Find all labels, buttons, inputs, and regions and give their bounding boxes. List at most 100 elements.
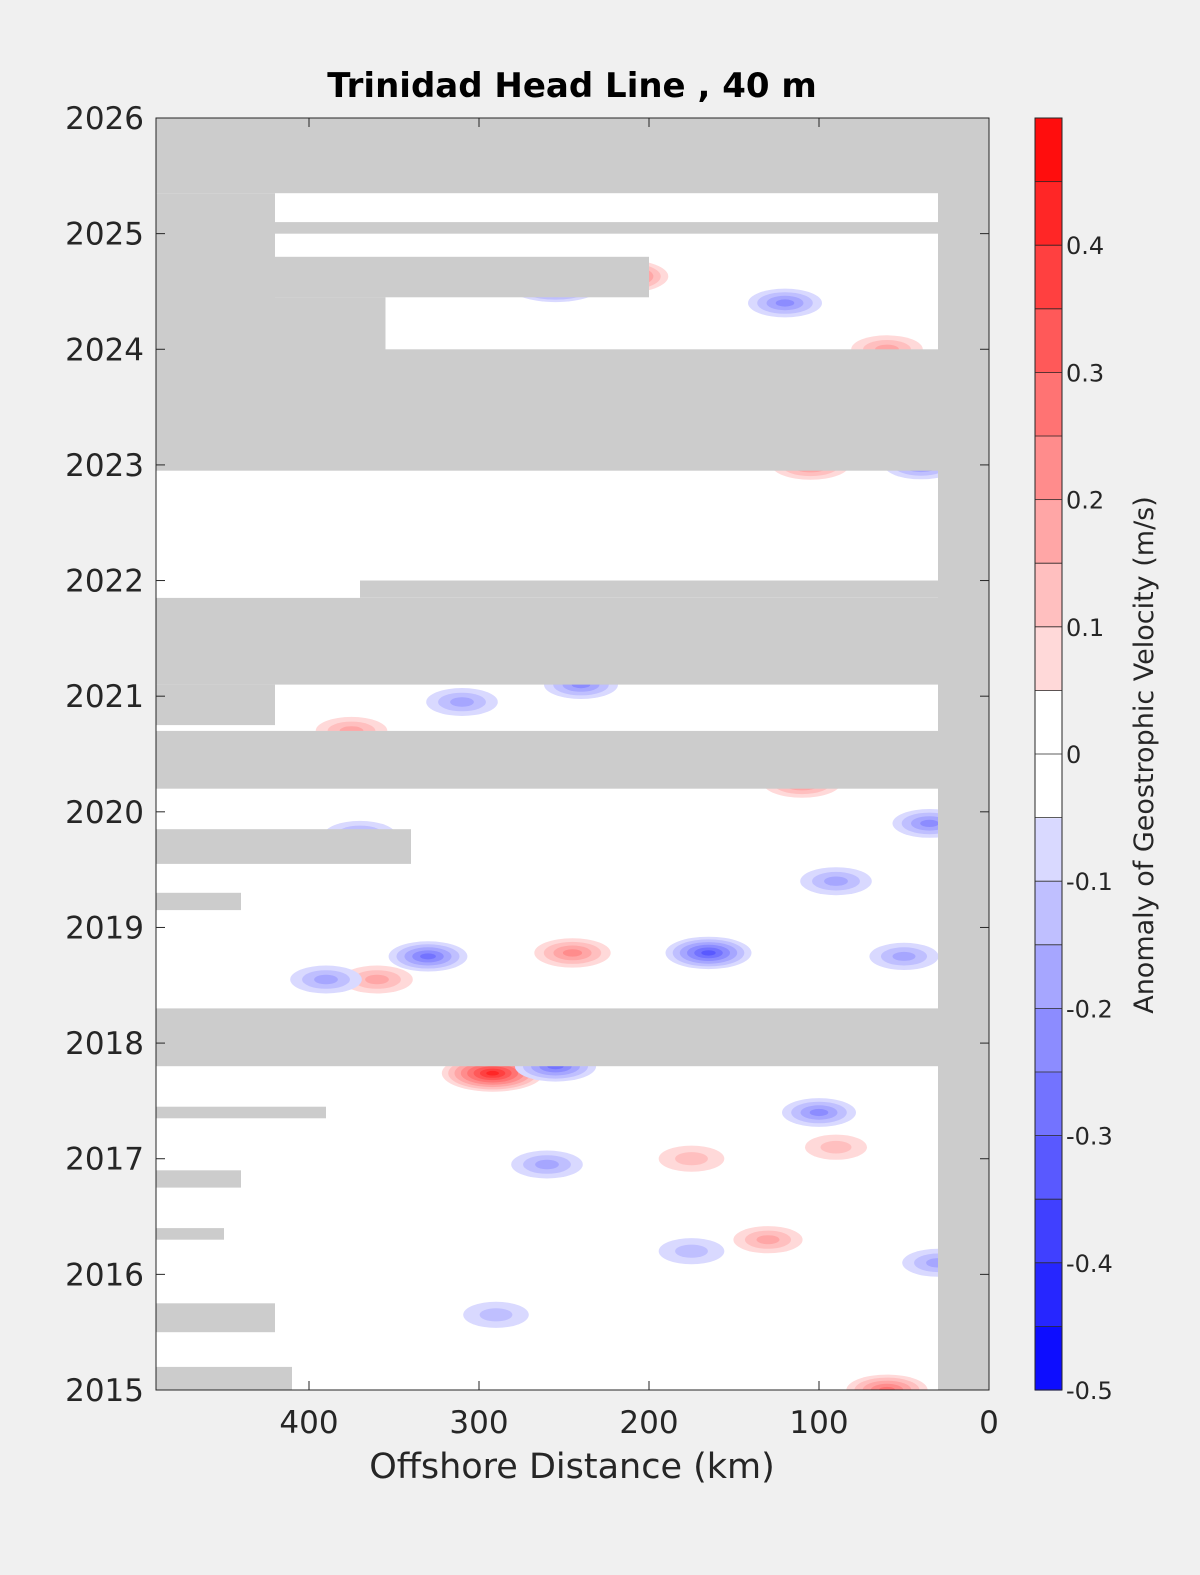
missing-data-region (156, 1303, 275, 1333)
colorbar-tick-label: -0.5 (1066, 1377, 1113, 1405)
colorbar-segment (1035, 118, 1062, 183)
colorbar-tick-label: -0.4 (1066, 1250, 1113, 1278)
colorbar-segment (1035, 1135, 1062, 1200)
anomaly-contour (920, 819, 939, 828)
anomaly-feature (463, 1301, 529, 1328)
anomaly-feature (290, 965, 362, 994)
colorbar-segment (1035, 1199, 1062, 1264)
missing-data-region (156, 1008, 938, 1067)
colorbar-segment (1035, 308, 1062, 373)
colorbar-tick-label: 0.3 (1066, 359, 1104, 387)
anomaly-contour (450, 697, 474, 707)
anomaly-contour (365, 974, 389, 985)
colorbar: -0.5 -0.4 -0.3 -0.2 -0.1 0 0.1 0.2 0.3 0.4 (1034, 117, 1113, 1405)
colorbar-tick-label: -0.1 (1066, 868, 1113, 896)
anomaly-feature (511, 1150, 583, 1179)
missing-data-region (156, 1170, 241, 1188)
anomaly-contour (820, 1140, 852, 1154)
colorbar-tick-label: 0.4 (1066, 232, 1104, 260)
anomaly-contour (420, 953, 436, 960)
anomaly-feature (748, 288, 822, 318)
y-tick-label: 2020 (65, 795, 144, 831)
anomaly-feature (388, 941, 468, 972)
colorbar-tick-label: -0.2 (1066, 995, 1113, 1023)
anomaly-contour (314, 974, 338, 985)
colorbar-tick-label: 0.1 (1066, 614, 1104, 642)
colorbar-tick-label: 0.2 (1066, 487, 1104, 515)
x-tick-label: 300 (449, 1405, 508, 1441)
missing-data-regions (156, 118, 989, 1390)
x-tick-label: 100 (789, 1405, 848, 1441)
colorbar-label: Anomaly of Geostrophic Velocity (m/s) (1129, 496, 1160, 1014)
missing-data-region (156, 1106, 326, 1119)
anomaly-feature (733, 1226, 803, 1254)
anomaly-contour (878, 1386, 896, 1390)
anomaly-contour (892, 951, 916, 961)
colorbar-segment (1035, 1072, 1062, 1137)
y-tick-label: 2024 (65, 332, 144, 368)
anomaly-contour (756, 1235, 780, 1245)
colorbar-frame (1034, 117, 1063, 1391)
y-tick-label: 2018 (65, 1026, 144, 1062)
missing-data-region (156, 1228, 224, 1240)
y-tick-label: 2022 (65, 564, 144, 600)
x-tick-label: 0 (979, 1405, 999, 1441)
colorbar-segment (1035, 817, 1062, 882)
colorbar-segment (1035, 944, 1062, 1009)
x-axis-label: Offshore Distance (km) (369, 1447, 775, 1487)
anomaly-feature (658, 1238, 725, 1265)
colorbar-segment (1035, 499, 1062, 564)
missing-data-region (156, 1366, 292, 1390)
colorbar-segment (1035, 1008, 1062, 1073)
colorbar-tick-label: -0.3 (1066, 1123, 1113, 1151)
anomaly-feature (869, 942, 939, 971)
y-tick-label: 2023 (65, 448, 144, 484)
anomaly-contour (809, 1108, 829, 1117)
y-tick-label: 2026 (65, 101, 144, 137)
anomaly-feature (805, 1134, 867, 1160)
missing-data-region (938, 118, 989, 1390)
colorbar-segment (1035, 563, 1062, 628)
x-tick-label: 200 (619, 1405, 678, 1441)
anomaly-feature (846, 1374, 928, 1390)
anomaly-contour (701, 950, 716, 956)
anomaly-feature (782, 1098, 856, 1127)
anomaly-contour (562, 949, 583, 957)
missing-data-region (156, 892, 241, 911)
colorbar-segment (1035, 1326, 1062, 1391)
plot-area (155, 117, 990, 1391)
colorbar-tick-label: 0 (1066, 741, 1081, 769)
anomaly-feature (665, 936, 752, 970)
colorbar-segment (1035, 690, 1062, 755)
y-tick-label: 2019 (65, 910, 144, 946)
anomaly-contour (675, 1152, 708, 1166)
x-axis: 400 300 200 100 0 (279, 118, 999, 1441)
y-tick-label: 2025 (65, 217, 144, 253)
anomaly-contour (486, 1070, 499, 1076)
missing-data-region (360, 580, 938, 598)
missing-data-region (156, 684, 275, 726)
colorbar-segment (1035, 754, 1062, 819)
missing-data-region (156, 597, 938, 685)
missing-data-region (156, 222, 938, 234)
y-tick-label: 2016 (65, 1257, 144, 1293)
anomaly-contour (775, 299, 795, 307)
colorbar-segment (1035, 1262, 1062, 1327)
y-tick-label: 2021 (65, 679, 144, 715)
anomaly-feature (800, 867, 872, 896)
colorbar-segment (1035, 881, 1062, 946)
y-tick-label: 2015 (65, 1373, 144, 1409)
missing-data-region (156, 730, 938, 789)
x-tick-label: 400 (279, 1405, 338, 1441)
anomaly-feature (426, 688, 498, 716)
colorbar-segment (1035, 245, 1062, 310)
anomaly-contour (675, 1244, 708, 1258)
missing-data-region (156, 829, 411, 864)
anomaly-feature (658, 1145, 725, 1172)
y-axis: 2015 2016 2017 2018 2019 2020 2021 2022 2023 2024… (65, 101, 989, 1409)
anomaly-feature (341, 965, 413, 994)
colorbar-segment (1035, 436, 1062, 501)
anomaly-feature (534, 938, 611, 968)
chart-title: Trinidad Head Line , 40 m (327, 66, 817, 106)
